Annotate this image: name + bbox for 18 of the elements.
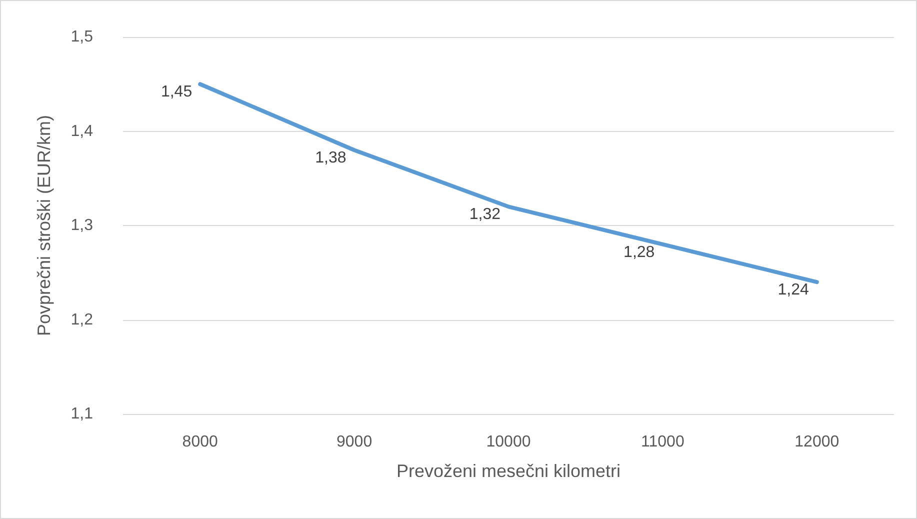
y-tick-label: 1,2 xyxy=(70,311,94,328)
y-tick-label: 1,4 xyxy=(70,122,94,140)
x-tick-label: 9000 xyxy=(336,434,372,450)
x-tick-label: 11000 xyxy=(641,434,684,450)
x-tick-label: 8000 xyxy=(182,434,218,450)
y-tick-label: 1,5 xyxy=(70,28,94,46)
x-axis-title: Prevoženi mesečni kilometri xyxy=(396,461,621,481)
data-label: 1,28 xyxy=(624,244,655,261)
data-label: 1,38 xyxy=(315,150,346,167)
x-tick-label: 12000 xyxy=(794,434,840,450)
y-tick-label: 1,1 xyxy=(70,406,94,422)
data-label: 1,32 xyxy=(469,206,501,224)
x-tick-label: 10000 xyxy=(486,434,531,450)
y-axis-title: Povprečni stroški (EUR/km) xyxy=(34,114,54,336)
y-tick-label: 1,3 xyxy=(70,217,94,234)
data-label: 1,24 xyxy=(778,282,809,299)
line-series xyxy=(198,82,819,284)
data-label: 1,45 xyxy=(160,84,192,101)
